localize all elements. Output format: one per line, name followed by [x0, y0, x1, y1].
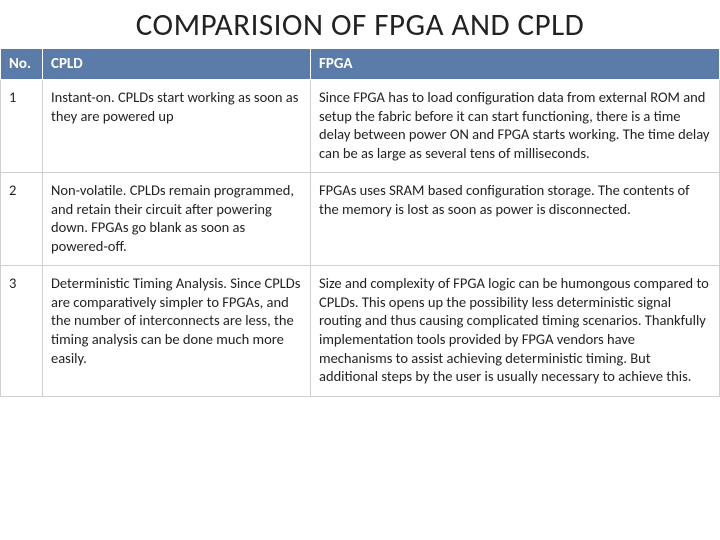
table-row: 2 Non-volatile. CPLDs remain programmed,…: [1, 173, 720, 266]
cell-cpld: Non-volatile. CPLDs remain programmed, a…: [43, 173, 311, 266]
col-header-no: No.: [1, 49, 43, 80]
cell-fpga: FPGAs uses SRAM based configuration stor…: [311, 173, 720, 266]
cell-no: 1: [1, 80, 43, 173]
cell-fpga: Since FPGA has to load configuration dat…: [311, 80, 720, 173]
cell-no: 2: [1, 173, 43, 266]
table-row: 1 Instant-on. CPLDs start working as soo…: [1, 80, 720, 173]
col-header-fpga: FPGA: [311, 49, 720, 80]
table-row: 3 Deterministic Timing Analysis. Since C…: [1, 266, 720, 396]
col-header-cpld: CPLD: [43, 49, 311, 80]
cell-fpga: Size and complexity of FPGA logic can be…: [311, 266, 720, 396]
table-header-row: No. CPLD FPGA: [1, 49, 720, 80]
cell-cpld: Instant-on. CPLDs start working as soon …: [43, 80, 311, 173]
comparison-table: No. CPLD FPGA 1 Instant-on. CPLDs start …: [0, 48, 720, 397]
cell-no: 3: [1, 266, 43, 396]
page-title: COMPARISION OF FPGA AND CPLD: [0, 0, 720, 48]
cell-cpld: Deterministic Timing Analysis. Since CPL…: [43, 266, 311, 396]
